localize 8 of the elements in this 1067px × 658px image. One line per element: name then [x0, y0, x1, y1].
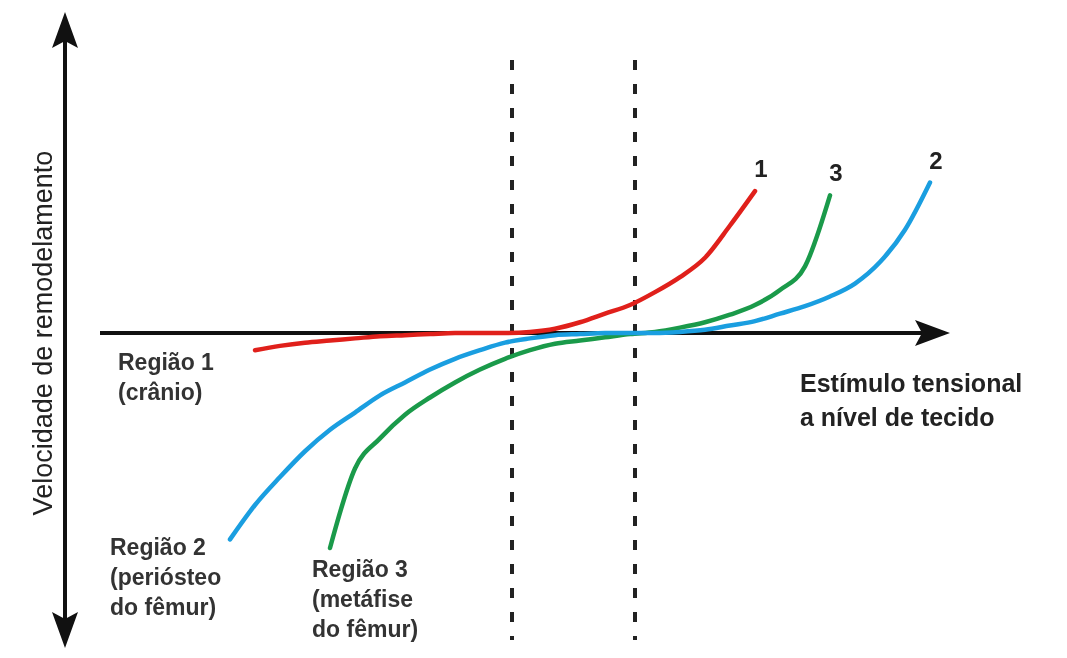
series-label: 1 — [754, 155, 768, 183]
text: Região 3 (metáfise do fêmur) — [312, 556, 419, 642]
annotation: Região 2 (periósteo do fêmur) — [110, 534, 222, 620]
series-label: 2 — [929, 146, 943, 174]
series-label: 3 — [829, 159, 843, 187]
x-axis-title: Estímulo tensional a nível de tecido — [800, 369, 1023, 431]
y-axis-title: Velocidade de remodelamento — [28, 150, 58, 516]
annotation: Região 1 (crânio) — [118, 349, 215, 405]
